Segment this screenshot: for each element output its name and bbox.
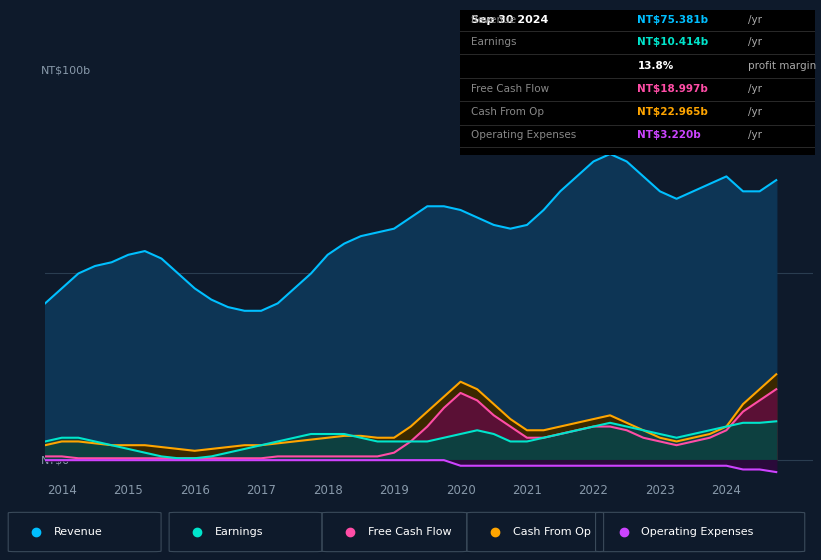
Text: NT$18.997b: NT$18.997b <box>637 84 709 94</box>
Text: Free Cash Flow: Free Cash Flow <box>470 84 548 94</box>
Text: NT$22.965b: NT$22.965b <box>637 107 709 117</box>
Text: NT$100b: NT$100b <box>41 65 91 75</box>
Text: /yr: /yr <box>748 130 762 141</box>
Text: /yr: /yr <box>748 84 762 94</box>
Text: Operating Expenses: Operating Expenses <box>641 527 754 537</box>
Text: Free Cash Flow: Free Cash Flow <box>368 527 452 537</box>
Text: /yr: /yr <box>748 107 762 117</box>
Text: Cash From Op: Cash From Op <box>470 107 544 117</box>
Text: NT$3.220b: NT$3.220b <box>637 130 701 141</box>
Text: Earnings: Earnings <box>470 37 516 47</box>
Text: /yr: /yr <box>748 37 762 47</box>
Text: NT$10.414b: NT$10.414b <box>637 37 709 47</box>
Text: Cash From Op: Cash From Op <box>512 527 590 537</box>
Text: NT$0: NT$0 <box>41 455 71 465</box>
Text: Revenue: Revenue <box>54 527 103 537</box>
Text: Earnings: Earnings <box>215 527 264 537</box>
Text: Operating Expenses: Operating Expenses <box>470 130 576 141</box>
Text: Sep 30 2024: Sep 30 2024 <box>470 15 548 25</box>
Text: profit margin: profit margin <box>748 61 816 71</box>
Text: Revenue: Revenue <box>470 15 516 25</box>
Text: /yr: /yr <box>748 15 762 25</box>
Text: NT$75.381b: NT$75.381b <box>637 15 709 25</box>
Text: 13.8%: 13.8% <box>637 61 674 71</box>
